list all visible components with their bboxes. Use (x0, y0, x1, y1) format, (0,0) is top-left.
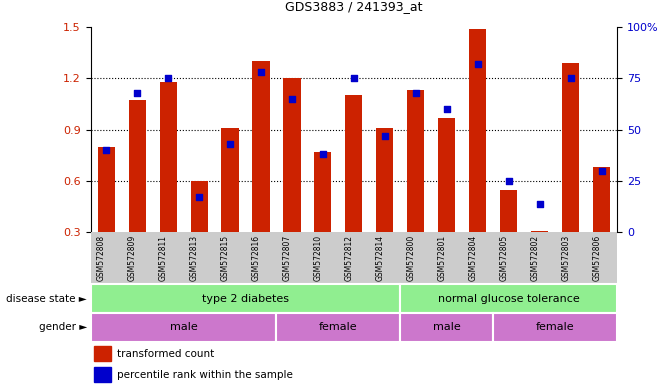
Point (132, 89, 142, 96)
Text: female: female (536, 322, 574, 333)
Text: GSM572808: GSM572808 (97, 235, 106, 281)
Text: female: female (319, 322, 358, 333)
Bar (221, 128, 238, 232)
Bar (97, 147, 115, 232)
Text: GSM572816: GSM572816 (252, 235, 261, 281)
Point (597, 168, 607, 174)
Point (194, 194, 205, 200)
Text: percentile rank within the sample: percentile rank within the sample (117, 370, 293, 380)
Point (225, 141, 236, 147)
Bar (276, 313, 401, 342)
Point (287, 96, 297, 102)
Bar (470, 28, 486, 232)
Text: GSM572814: GSM572814 (376, 235, 385, 281)
Point (535, 200, 546, 207)
Point (101, 147, 111, 153)
Text: GSM572801: GSM572801 (438, 235, 447, 281)
Point (411, 89, 421, 96)
Text: GSM572811: GSM572811 (159, 235, 168, 281)
Text: GDS3883 / 241393_at: GDS3883 / 241393_at (285, 0, 423, 13)
Text: GSM572813: GSM572813 (190, 235, 199, 281)
Text: disease state ►: disease state ► (7, 293, 87, 304)
Point (317, 151, 328, 157)
Bar (94, 367, 111, 382)
Point (566, 75, 576, 81)
Text: GSM572810: GSM572810 (314, 235, 323, 281)
Bar (252, 61, 270, 232)
Bar (531, 231, 548, 232)
Text: GSM572804: GSM572804 (469, 235, 478, 281)
Point (256, 69, 266, 75)
Text: GSM572806: GSM572806 (592, 235, 602, 281)
Bar (191, 181, 207, 232)
Text: type 2 diabetes: type 2 diabetes (202, 293, 289, 304)
Text: GSM572803: GSM572803 (562, 235, 571, 281)
Bar (346, 95, 362, 232)
Bar (407, 90, 425, 232)
Text: GSM572800: GSM572800 (407, 235, 416, 281)
Point (503, 178, 514, 184)
Text: GSM572805: GSM572805 (500, 235, 509, 281)
Text: normal glucose tolerance: normal glucose tolerance (438, 293, 580, 304)
Bar (438, 118, 456, 232)
Point (162, 75, 173, 81)
Bar (562, 63, 579, 232)
Bar (91, 284, 401, 313)
Bar (501, 190, 517, 232)
Bar (401, 284, 617, 313)
Bar (315, 152, 331, 232)
Bar (376, 128, 393, 232)
Text: GSM572807: GSM572807 (283, 235, 292, 281)
Text: gender ►: gender ► (39, 322, 87, 333)
Text: GSM572802: GSM572802 (531, 235, 540, 281)
Bar (593, 167, 611, 232)
Bar (401, 313, 493, 342)
Bar (493, 313, 617, 342)
Bar (283, 78, 301, 232)
Point (442, 106, 452, 112)
Text: transformed count: transformed count (117, 349, 215, 359)
Text: GSM572815: GSM572815 (221, 235, 230, 281)
Bar (160, 82, 176, 232)
Point (472, 61, 483, 67)
Bar (91, 313, 276, 342)
Text: male: male (433, 322, 461, 333)
Bar (129, 101, 146, 232)
Point (380, 133, 391, 139)
Text: male: male (170, 322, 197, 333)
Text: GSM572812: GSM572812 (345, 235, 354, 281)
Point (349, 75, 360, 81)
Bar (94, 346, 111, 361)
Text: GSM572809: GSM572809 (128, 235, 137, 281)
